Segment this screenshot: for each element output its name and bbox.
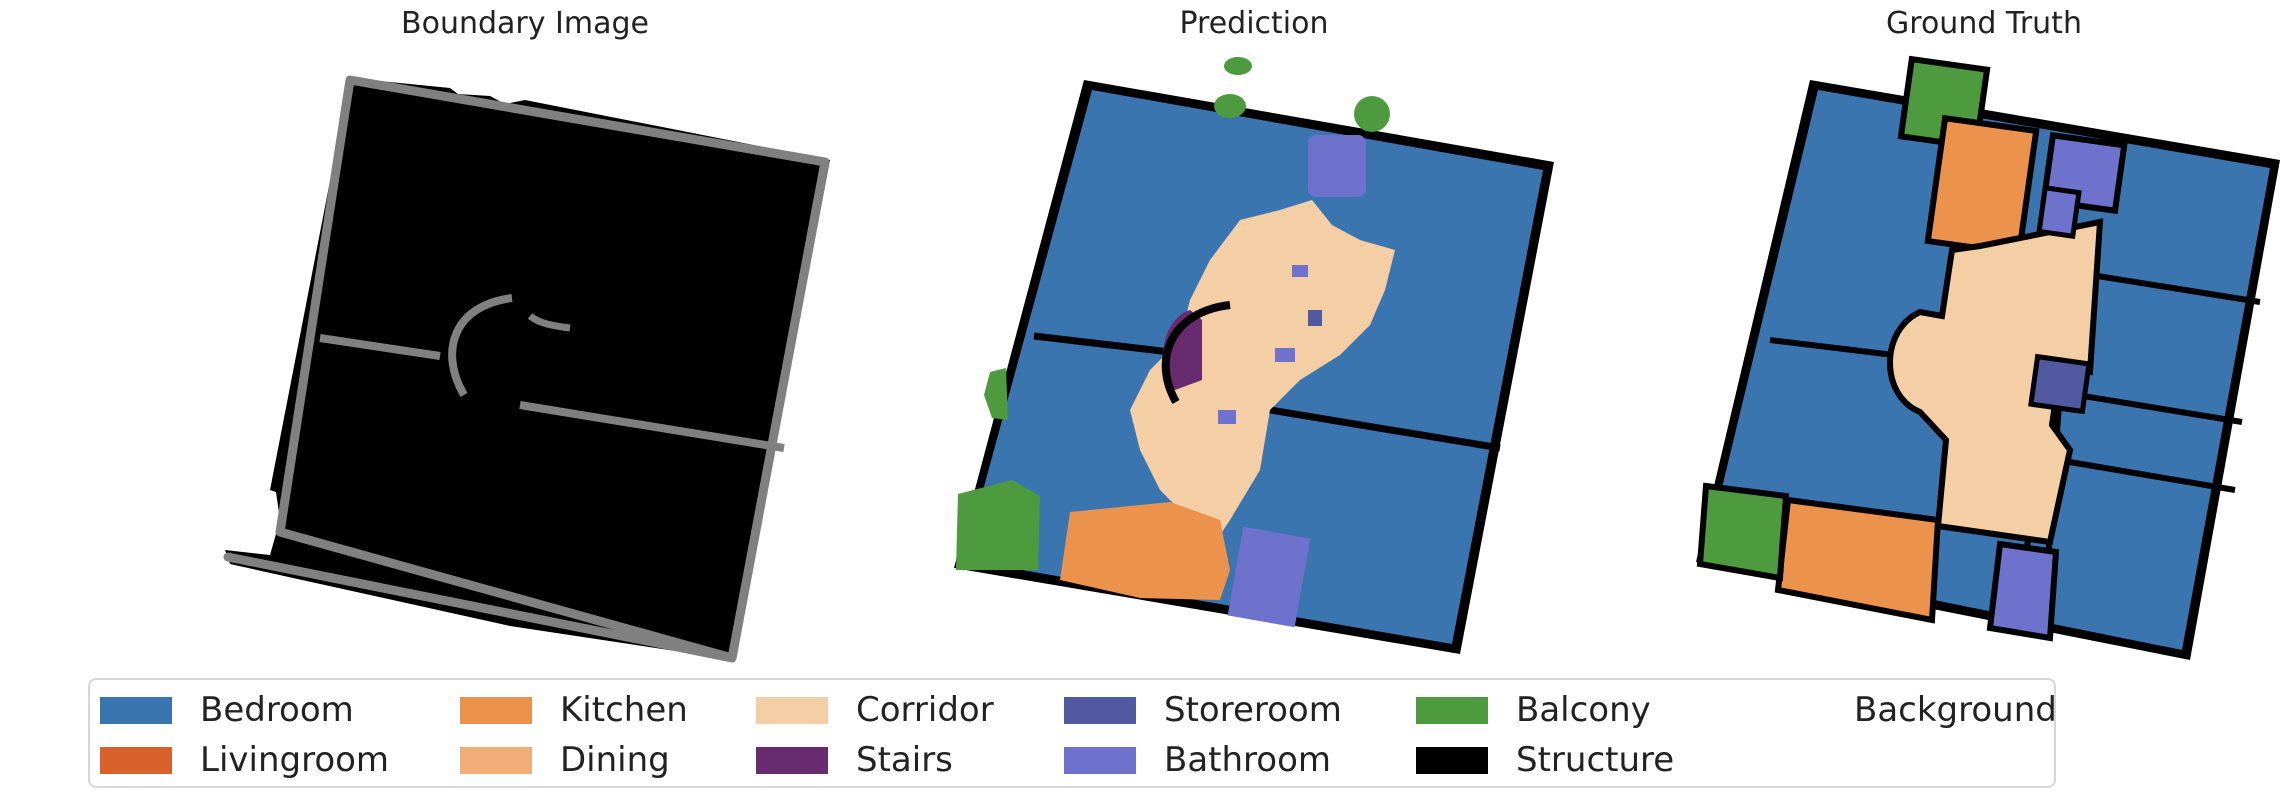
legend-label: Dining [560, 740, 670, 780]
prediction-bathroom-speck-1 [1292, 265, 1308, 277]
livingroom-swatch [100, 746, 172, 774]
prediction-balcony-top-3 [1354, 96, 1390, 132]
boundary-wall-left [319, 334, 441, 360]
legend-item-structure: Structure [1416, 740, 1674, 780]
background-swatch [1754, 696, 1826, 724]
boundary-image-panel [223, 75, 830, 663]
boundary-wall-right [519, 401, 785, 452]
legend-label: Structure [1516, 740, 1675, 780]
ground-truth-panel [1696, 55, 2280, 660]
corridor-swatch [756, 696, 828, 724]
legend: Bedroom Livingroom Kitchen Dining Corrid… [88, 678, 2057, 788]
legend-label: Stairs [856, 740, 953, 780]
legend-item-dining: Dining [460, 740, 670, 780]
prediction-wall-right [1257, 404, 1501, 452]
boundary-image-title: Boundary Image [401, 6, 649, 41]
legend-item-stairs: Stairs [756, 740, 953, 780]
prediction-bathroom-bottom [1227, 526, 1311, 628]
boundary-curved-wall [448, 294, 513, 397]
prediction-balcony-top-1 [1214, 94, 1246, 118]
ground-truth-corridor [1887, 218, 2104, 546]
prediction-curved-wall [1161, 301, 1231, 404]
boundary-bottom-wall [223, 552, 737, 663]
prediction-storeroom-speck [1308, 310, 1322, 326]
dining-swatch [460, 746, 532, 774]
prediction-corridor-blob [1130, 200, 1395, 550]
prediction-balcony-top-2 [1224, 57, 1252, 75]
storeroom-swatch [1064, 696, 1136, 724]
prediction-panel [954, 57, 1554, 654]
stairs-swatch [756, 746, 828, 774]
bedroom-swatch [100, 696, 172, 724]
legend-label: Bathroom [1164, 740, 1331, 780]
boundary-wall-stub [527, 313, 571, 332]
legend-label: Corridor [856, 690, 994, 730]
prediction-title: Prediction [1179, 6, 1329, 41]
kitchen-swatch [460, 696, 532, 724]
prediction-kitchen-blob [1060, 502, 1230, 600]
legend-item-background: Background [1754, 690, 2057, 730]
ground-truth-wall-5 [2057, 457, 2236, 493]
legend-label: Kitchen [560, 690, 688, 730]
legend-item-balcony: Balcony [1416, 690, 1651, 730]
ground-truth-bathroom-mid [2036, 185, 2082, 239]
legend-item-kitchen: Kitchen [460, 690, 688, 730]
legend-label: Bedroom [200, 690, 354, 730]
prediction-stairs-blob [1163, 310, 1202, 390]
ground-truth-kitchen-bottom [1774, 496, 1942, 624]
legend-item-corridor: Corridor [756, 690, 994, 730]
prediction-bathroom-top [1308, 135, 1366, 197]
legend-label: Storeroom [1164, 690, 1342, 730]
legend-item-bathroom: Bathroom [1064, 740, 1331, 780]
legend-label: Livingroom [200, 740, 390, 780]
legend-label: Balcony [1516, 690, 1651, 730]
balcony-swatch [1416, 696, 1488, 724]
ground-truth-bathroom-bottom [1986, 540, 2060, 642]
ground-truth-wall-1 [1769, 337, 1903, 359]
prediction-bathroom-speck-2 [1218, 410, 1236, 424]
prediction-balcony-side [984, 368, 1008, 420]
structure-swatch [1416, 746, 1488, 774]
ground-truth-storeroom [2028, 353, 2092, 415]
prediction-balcony-left [956, 480, 1040, 570]
prediction-bathroom-speck-3 [1275, 348, 1295, 362]
prediction-wall-left [1033, 332, 1171, 356]
boundary-structure-mask [225, 78, 830, 660]
legend-item-livingroom: Livingroom [100, 740, 389, 780]
ground-truth-title: Ground Truth [1886, 6, 2082, 41]
legend-item-bedroom: Bedroom [100, 690, 354, 730]
legend-label: Background [1854, 690, 2057, 730]
legend-item-storeroom: Storeroom [1064, 690, 1342, 730]
bathroom-swatch [1064, 746, 1136, 774]
ground-truth-balcony-left [1696, 482, 1790, 582]
ground-truth-kitchen-top [1924, 114, 2040, 258]
